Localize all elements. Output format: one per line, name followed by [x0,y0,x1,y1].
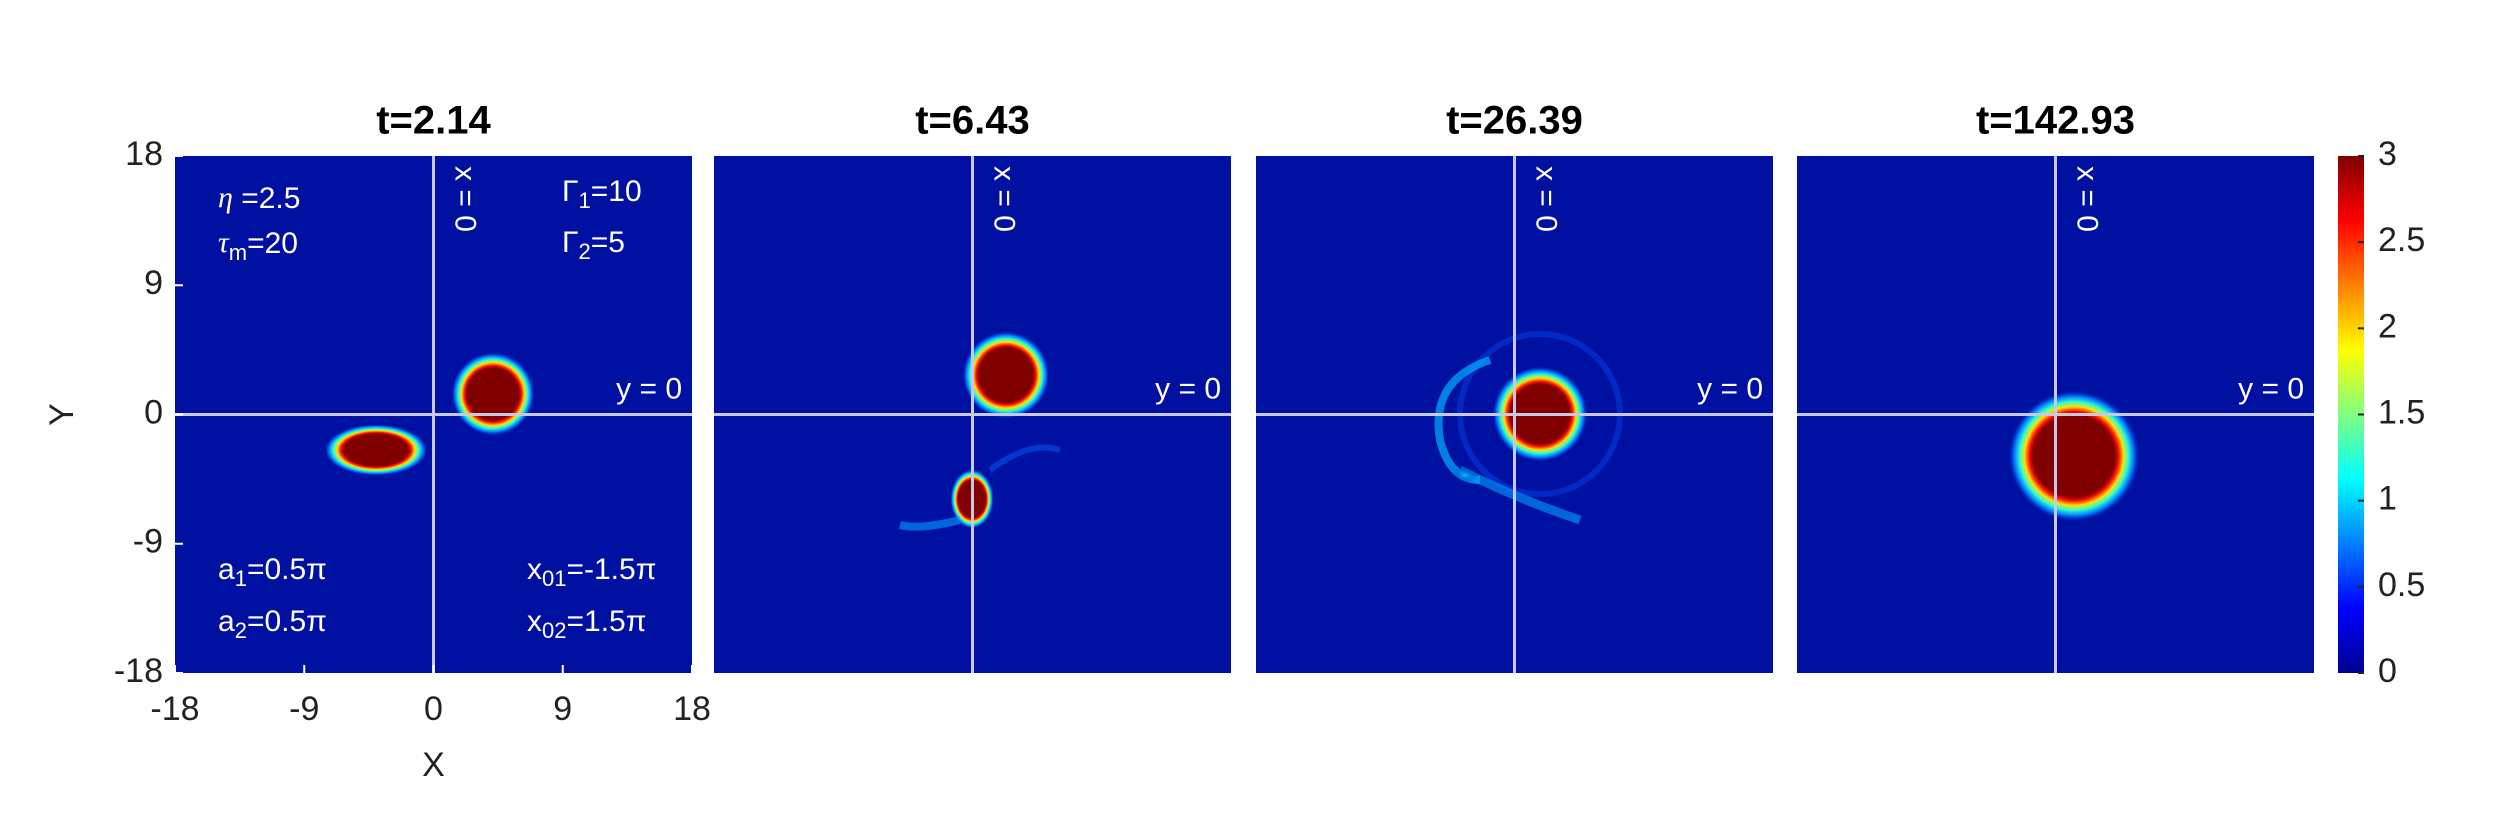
annotation: τm=20 [218,226,298,265]
annotation-part: 2 [579,239,591,264]
annotation: x01=-1.5π [527,553,656,591]
panel-title: t=142.93 [1976,99,2135,143]
y-tick-label: 0 [144,393,163,431]
annotation: η =2.5 [218,181,300,215]
annotation-part: 1 [579,188,591,213]
y-axis-label: Y [43,403,81,426]
reference-label: y = 0 [2238,372,2304,405]
annotation-part: x [527,553,542,586]
annotation-part: =1.5π [566,605,646,638]
filament [988,444,1061,473]
x-tick-label: -18 [150,690,199,728]
annotation-part: η [218,181,233,214]
foreground: t=2.14 x = 0 y = 0 -18 -9 0 9 18 -18 -9 0 9 18 X Yη =2… [43,99,2425,784]
vortex [2008,390,2140,522]
annotation-part: a [218,605,235,638]
x-tick-label: -9 [289,690,319,728]
annotation-part: τ [218,226,230,259]
colorbar-tick-label: 2.5 [2378,221,2425,259]
annotation: a2=0.5π [218,605,327,643]
annotation-part: =-1.5π [566,553,656,586]
annotation: x02=1.5π [527,605,646,643]
reference-label: x = 0 [2071,166,2104,232]
reference-label: y = 0 [1697,372,1763,405]
x-tick-label: 0 [424,690,443,728]
annotation: Γ2=5 [562,226,625,264]
reference-label: y = 0 [616,372,682,405]
vortex [451,352,535,436]
annotation-part: Γ [562,175,579,208]
annotation: a1=0.5π [218,553,327,591]
vortex [324,424,428,476]
y-tick-label: 18 [125,135,163,173]
annotation-part: =20 [247,227,298,260]
annotation-part: =2.5 [233,182,301,215]
colorbar-tick-label: 0.5 [2378,566,2425,604]
annotation-part: =0.5π [247,553,327,586]
colorbar-tick-label: 1 [2378,480,2397,518]
y-tick-label: 9 [144,264,163,302]
annotation-part: 2 [235,618,247,643]
colorbar-tick-label: 2 [2378,307,2397,345]
panel-title: t=26.39 [1446,99,1583,143]
annotation: Γ1=10 [562,175,642,213]
annotation-part: 02 [542,618,566,643]
annotation-part: a [218,553,235,586]
panel-title: t=2.14 [376,99,491,143]
filament [899,516,961,531]
annotation-part: m [229,240,247,265]
vortex [962,331,1050,419]
annotation-part: Γ [562,226,579,259]
panel-title: t=6.43 [915,99,1030,143]
x-axis-label: X [422,746,445,784]
colorbar-tick-label: 3 [2378,135,2397,173]
annotation-part: =10 [591,175,642,208]
reference-label: x = 0 [1530,166,1563,232]
x-tick-label: 18 [673,690,711,728]
reference-label: x = 0 [449,166,482,232]
annotation-part: =5 [591,226,625,259]
colorbar-tick-label: 0 [2378,652,2397,690]
y-tick-label: -18 [114,652,163,690]
reference-label: x = 0 [988,166,1021,232]
annotation-part: x [527,605,542,638]
annotation-part: =0.5π [247,605,327,638]
reference-label: y = 0 [1155,372,1221,405]
annotation-part: 01 [542,566,566,591]
colorbar-tick-label: 1.5 [2378,393,2425,431]
y-tick-label: -9 [133,523,163,561]
filament [1451,467,1479,483]
annotation-part: 1 [235,566,247,591]
x-tick-label: 9 [553,690,572,728]
